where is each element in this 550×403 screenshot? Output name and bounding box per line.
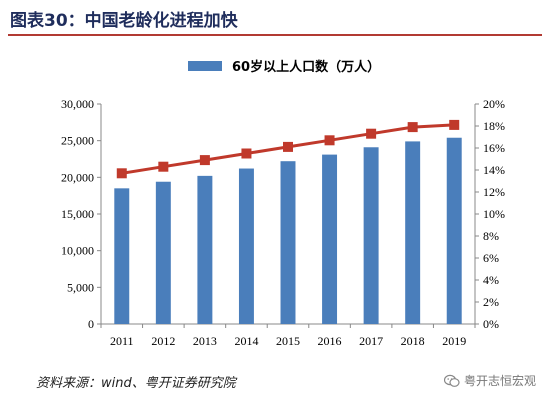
y-right-tick-label: 4% (483, 273, 499, 287)
legend-label: 60岁以上人口数（万人） (232, 59, 380, 75)
y-right-tick-label: 10% (483, 207, 505, 221)
line-marker (283, 141, 293, 152)
plot-area: 0 5,000 10,000 15,000 20,000 25,000 30,000 0% 2%… (61, 97, 505, 348)
y-left-tick-label: 30,000 (61, 97, 94, 111)
bar (155, 181, 171, 324)
y-right-tick-label: 18% (483, 119, 505, 133)
y-left-tick-label: 10,000 (61, 244, 94, 258)
y-right-tick-label: 6% (483, 251, 499, 265)
bar (280, 161, 296, 324)
y-right-tick-label: 14% (483, 163, 505, 177)
y-left-tick-label: 25,000 (61, 134, 94, 148)
x-tick-label: 2016 (318, 334, 342, 348)
y-right-tick-label: 2% (483, 295, 499, 309)
wechat-icon (443, 374, 460, 387)
legend-swatch (188, 61, 222, 71)
x-tick-label: 2011 (110, 334, 134, 348)
x-tick-label: 2015 (276, 334, 300, 348)
x-tick-label: 2013 (193, 334, 217, 348)
line-marker (449, 119, 460, 130)
y-left-tick-label: 0 (88, 317, 94, 331)
line-marker (241, 148, 252, 159)
bar (446, 137, 462, 324)
y-right-tick-label: 16% (483, 141, 505, 155)
bar (363, 147, 379, 324)
y-right-tick-label: 20% (483, 97, 505, 111)
line-marker (324, 135, 335, 146)
title-divider (8, 34, 542, 36)
legend: 60岁以上人口数（万人） (188, 59, 380, 75)
line-marker (199, 155, 210, 166)
line-marker (407, 122, 418, 133)
bar (405, 141, 421, 324)
y-left-tick-label: 20,000 (61, 170, 94, 184)
line-marker (158, 161, 169, 172)
line-marker (116, 168, 127, 179)
bar (197, 175, 213, 324)
x-tick-label: 2018 (401, 334, 425, 348)
watermark-text: 粤开志恒宏观 (463, 374, 536, 388)
x-tick-label: 2019 (442, 334, 466, 348)
x-tick-label: 2014 (234, 334, 258, 348)
y-right-tick-label: 0% (483, 317, 499, 331)
y-right-tick-label: 8% (483, 229, 499, 243)
x-tick-label: 2012 (151, 334, 175, 348)
figure-title: 图表30：中国老龄化进程加快 (10, 11, 238, 31)
bar (322, 154, 338, 324)
watermark: 粤开志恒宏观 (443, 372, 536, 389)
line-marker (366, 128, 377, 139)
y-left-tick-label: 5,000 (67, 280, 94, 294)
x-tick-label: 2017 (359, 334, 383, 348)
bar (114, 188, 130, 324)
y-left-tick-label: 15,000 (61, 207, 94, 221)
source-note: 资料来源：wind、粤开证券研究院 (36, 376, 236, 391)
bar (238, 168, 254, 324)
y-right-tick-label: 12% (483, 185, 505, 199)
